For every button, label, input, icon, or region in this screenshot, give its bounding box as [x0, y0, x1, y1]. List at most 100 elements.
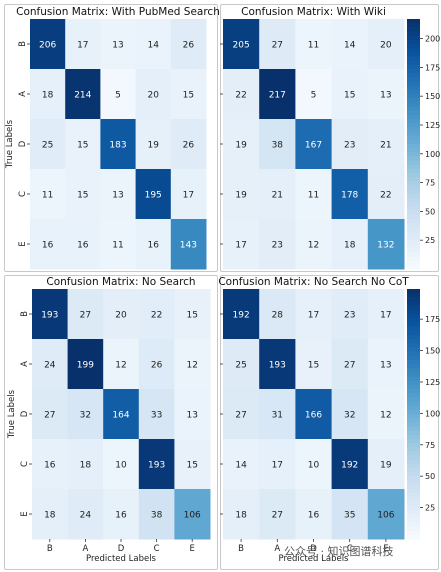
cell-value-label: 21 — [272, 191, 283, 201]
cell-value-label: 20 — [147, 91, 159, 101]
colorbar-segment — [407, 297, 420, 303]
heatmap-cell — [170, 119, 207, 170]
heatmap-cell — [138, 339, 175, 390]
y-tick-label: C — [18, 191, 28, 197]
colorbar-segment — [407, 480, 420, 486]
heatmap-cell — [174, 489, 211, 540]
colorbar-segment — [407, 534, 420, 540]
cell-value-label: 13 — [380, 361, 391, 371]
heatmap-cell — [367, 119, 405, 170]
colorbar-segment — [407, 169, 420, 174]
x-tick-label: A — [274, 544, 280, 554]
colorbar-segment — [407, 39, 420, 45]
colorbar-segment — [407, 322, 420, 328]
colorbar-segment — [407, 227, 420, 233]
x-tick-label: C — [154, 544, 160, 554]
heatmap-cell — [138, 389, 175, 440]
heatmap-cell — [223, 439, 260, 490]
heatmap-cell — [331, 69, 369, 120]
colorbar-segment — [407, 489, 420, 494]
heatmap-cell — [32, 489, 69, 540]
cell-value-label: 193 — [269, 361, 286, 371]
colorbar-segment — [407, 347, 420, 353]
heatmap-cell — [367, 69, 405, 120]
heatmap-cell — [295, 169, 333, 220]
colorbar-segment — [407, 231, 420, 237]
colorbar-segment — [407, 393, 420, 398]
heatmap-cell — [223, 69, 260, 120]
heatmap-cell — [295, 219, 333, 270]
watermark-text: 公众号 · 知识图谱科技 — [284, 545, 394, 558]
cell-value-label: 16 — [77, 241, 89, 251]
cell-value-label: 10 — [308, 461, 320, 471]
colorbar-tick-label: 175 — [425, 63, 440, 72]
heatmap-cell — [331, 169, 369, 220]
colorbar-segment — [407, 177, 420, 183]
x-tick-label: B — [238, 544, 244, 554]
heatmap-cell — [331, 19, 369, 70]
heatmap-cell — [170, 19, 207, 70]
colorbar-segment — [407, 60, 420, 66]
cell-value-label: 24 — [44, 361, 56, 371]
heatmap-cell — [367, 489, 405, 540]
colorbar-segment — [407, 384, 420, 390]
cell-value-label: 27 — [235, 411, 246, 421]
cell-value-label: 14 — [344, 41, 356, 51]
heatmap-cell — [135, 219, 172, 270]
cell-value-label: 178 — [341, 191, 358, 201]
cell-value-label: 214 — [74, 91, 91, 101]
cell-value-label: 19 — [147, 141, 159, 151]
heatmap-cell — [223, 489, 260, 540]
cell-value-label: 28 — [272, 311, 284, 321]
cell-value-label: 20 — [380, 41, 392, 51]
colorbar-segment — [407, 309, 420, 315]
heatmap-cell — [223, 389, 260, 440]
colorbar-tick-label: 25 — [425, 236, 435, 245]
cell-value-label: 25 — [235, 361, 246, 371]
colorbar-segment — [407, 372, 420, 378]
heatmap-cell — [259, 489, 296, 540]
cell-value-label: 167 — [305, 141, 322, 151]
heatmap-cell — [259, 439, 296, 490]
cell-value-label: 106 — [377, 511, 394, 521]
colorbar-segment — [407, 256, 420, 262]
heatmap-cell — [32, 389, 69, 440]
heatmap-cell — [100, 69, 137, 120]
heatmap-cell — [367, 389, 405, 440]
colorbar-segment — [407, 505, 420, 511]
chart-title: Confusion Matrix: With PubMed Search — [16, 6, 220, 18]
colorbar-segment — [407, 443, 420, 448]
colorbar-segment — [407, 464, 420, 469]
colorbar-segment — [407, 244, 420, 249]
colorbar-segment — [407, 198, 420, 203]
colorbar-segment — [407, 305, 420, 311]
chart-title: Confusion Matrix: With Wiki — [241, 6, 386, 18]
colorbar-segment — [407, 181, 420, 187]
colorbar-segment — [407, 152, 420, 158]
x-axis-label: Predicted Labels — [279, 554, 350, 564]
colorbar-segment — [407, 401, 420, 407]
x-tick-label: D — [118, 544, 125, 554]
heatmap-cell — [30, 169, 66, 220]
heatmap-cell — [331, 339, 369, 390]
cell-value-label: 17 — [235, 241, 246, 251]
y-axis-label: True Labels — [7, 389, 17, 439]
colorbar-segment — [407, 27, 420, 33]
heatmap-cell — [65, 19, 101, 70]
colorbar-segment — [407, 289, 420, 294]
heatmap-cell — [174, 439, 211, 490]
colorbar-segment — [407, 35, 420, 41]
y-tick-label: C — [20, 461, 30, 467]
cell-value-label: 13 — [112, 191, 123, 201]
colorbar-segment — [407, 405, 420, 411]
colorbar-segment — [407, 493, 420, 498]
cell-value-label: 11 — [42, 191, 53, 201]
colorbar-segment — [407, 318, 420, 323]
x-tick-label: E — [383, 544, 388, 554]
heatmap-cell — [67, 339, 104, 390]
heatmap-cell — [100, 119, 137, 170]
heatmap-cell — [331, 119, 369, 170]
colorbar-tick-label: 50 — [425, 207, 435, 216]
heatmap-cell — [135, 169, 172, 220]
